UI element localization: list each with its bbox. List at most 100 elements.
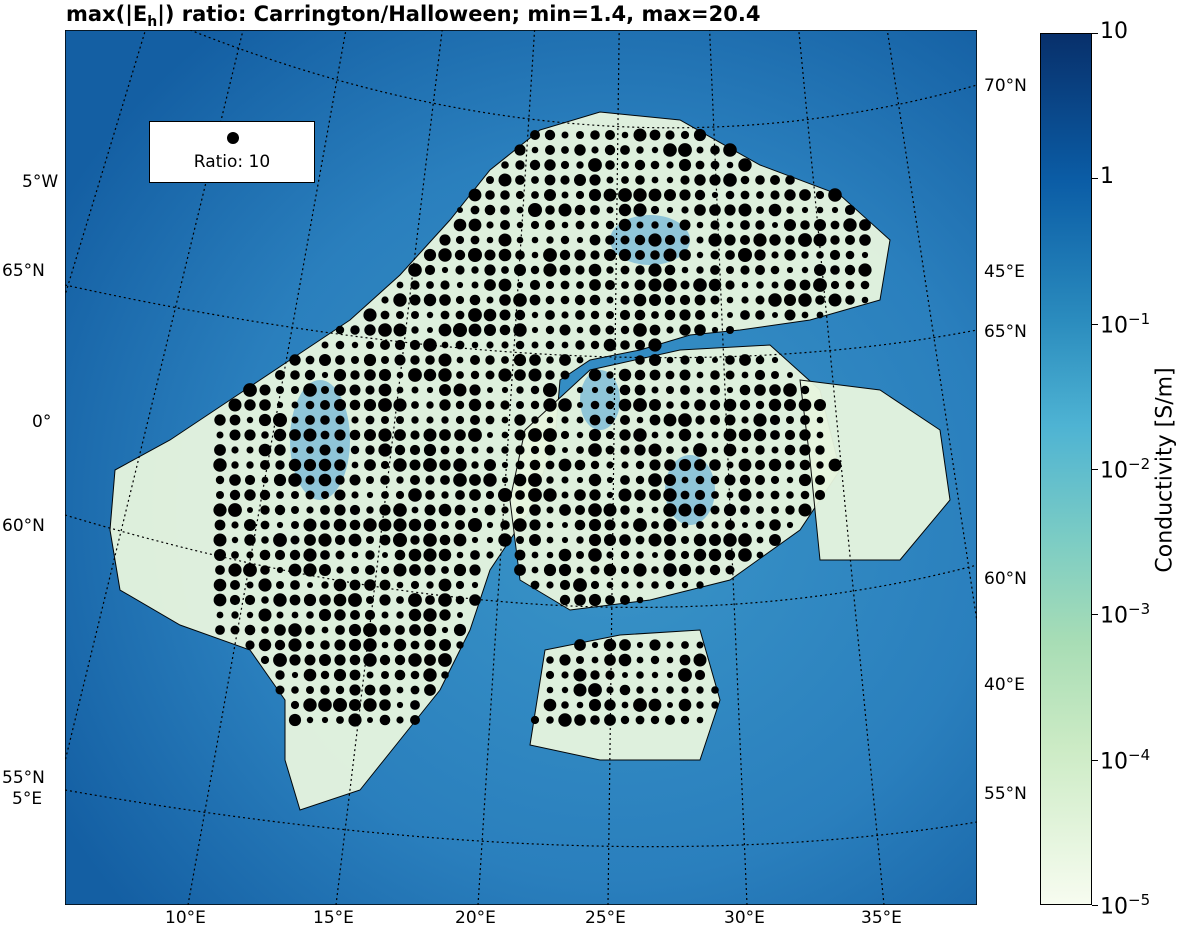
ratio-dot (618, 368, 632, 382)
ratio-dot (424, 684, 436, 696)
ratio-dot (603, 503, 617, 517)
ratio-dot (588, 518, 602, 532)
ratio-dot (604, 519, 616, 531)
ratio-dot (620, 715, 630, 725)
ratio-dot (276, 491, 284, 499)
ratio-dot (634, 279, 646, 291)
ratio-dot (348, 638, 362, 652)
ratio-dot (755, 310, 765, 320)
ratio-dot (231, 551, 239, 559)
ratio-dot (501, 386, 509, 394)
ratio-dot (468, 218, 482, 232)
ratio-dot (725, 190, 735, 200)
ratio-dot (559, 654, 571, 666)
ratio-dot (485, 400, 495, 410)
ratio-dot (727, 312, 733, 318)
ratio-dot (303, 428, 317, 442)
ratio-dot (424, 564, 436, 576)
ratio-dot (321, 716, 329, 724)
ratio-dot (335, 325, 345, 335)
ratio-dot (514, 549, 526, 561)
ratio-dot (651, 671, 659, 679)
ratio-dot (320, 430, 330, 440)
ratio-dot (545, 220, 555, 230)
ratio-dot (591, 221, 599, 229)
ratio-dot (515, 190, 525, 200)
ratio-dot (755, 520, 765, 530)
ratio-dot (664, 474, 676, 486)
ratio-dot (621, 581, 629, 589)
bottom-label: 20°E (455, 908, 496, 928)
ratio-dot (259, 384, 271, 396)
ratio-dot (469, 384, 481, 396)
ratio-dot (501, 506, 509, 514)
ratio-dot (320, 415, 330, 425)
ratio-dot (784, 294, 796, 306)
ratio-dot (513, 323, 527, 337)
ratio-dot (516, 281, 524, 289)
ratio-dot (484, 279, 496, 291)
ratio-dot (590, 340, 600, 350)
ratio-dot (530, 220, 540, 230)
ratio-dot (276, 611, 284, 619)
ratio-dot (498, 368, 512, 382)
ratio-dot (484, 324, 496, 336)
ratio-dot (455, 340, 465, 350)
ratio-dot (604, 699, 616, 711)
ratio-dot (453, 473, 467, 487)
ratio-dot (228, 563, 242, 577)
ratio-dot (711, 326, 719, 334)
ratio-dot (605, 670, 615, 680)
ratio-dot (784, 219, 796, 231)
ratio-dot (484, 249, 496, 261)
ratio-dot (800, 415, 810, 425)
ratio-dot (366, 671, 374, 679)
ratio-dot (349, 399, 361, 411)
ratio-dot (335, 550, 345, 560)
ratio-dot (395, 490, 405, 500)
ratio-dot (606, 371, 614, 379)
ratio-dot (501, 461, 509, 469)
ratio-dot (379, 579, 391, 591)
ratio-dot (591, 146, 599, 154)
ratio-dot (501, 161, 509, 169)
ratio-dot (665, 370, 675, 380)
ratio-dot (574, 519, 586, 531)
ratio-dot (334, 384, 346, 396)
ratio-dot (859, 234, 871, 246)
ratio-dot (588, 683, 602, 697)
ratio-dot (453, 323, 467, 337)
ratio-dot (696, 221, 704, 229)
ratio-dot (798, 293, 812, 307)
ratio-dot (334, 639, 346, 651)
ratio-dot (276, 566, 284, 574)
ratio-dot (636, 671, 644, 679)
ratio-dot (393, 533, 407, 547)
ratio-dot (666, 206, 674, 214)
ratio-dot (667, 702, 673, 708)
ratio-dot (470, 550, 480, 560)
ratio-dot (529, 459, 541, 471)
ratio-dot (679, 324, 691, 336)
ratio-dot (666, 641, 674, 649)
ratio-dot (801, 251, 809, 259)
ratio-dot (213, 458, 227, 472)
ratio-dot (576, 326, 584, 334)
ratio-dot (606, 476, 614, 484)
ratio-dot (306, 716, 314, 724)
ratio-dot (485, 490, 495, 500)
ratio-dot (423, 293, 437, 307)
ratio-dot (513, 293, 527, 307)
ratio-dot (619, 534, 631, 546)
ratio-dot (275, 670, 285, 680)
ratio-dot (439, 384, 451, 396)
colorbar-tick (1092, 323, 1098, 325)
ratio-dot (261, 476, 269, 484)
ratio-dot (546, 506, 554, 514)
ratio-dot (606, 461, 614, 469)
ratio-dot (276, 521, 284, 529)
ratio-dot (725, 280, 735, 290)
ratio-dot (738, 248, 752, 262)
ratio-dot (213, 503, 227, 517)
ratio-dot (543, 698, 557, 712)
